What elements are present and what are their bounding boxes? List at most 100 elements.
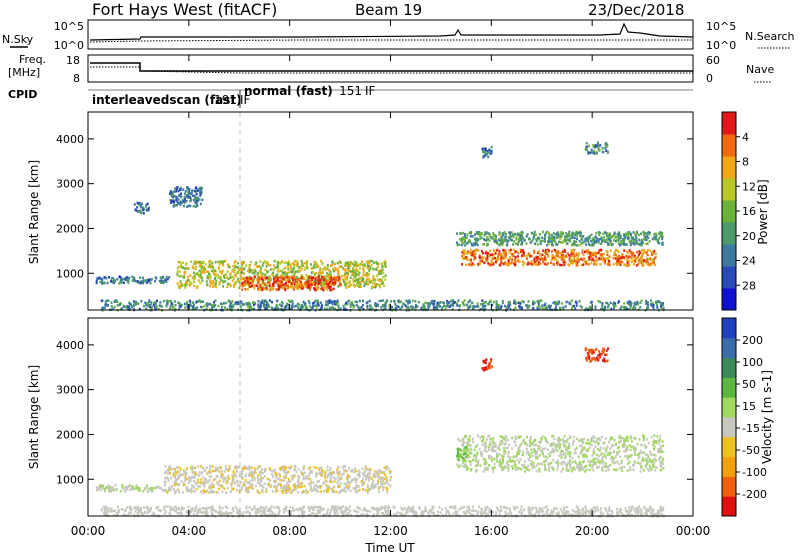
data-cell (576, 230, 579, 234)
data-cell (307, 283, 310, 287)
data-cell (229, 303, 232, 306)
data-cell (104, 300, 107, 303)
data-cell (283, 466, 286, 470)
data-cell (357, 284, 360, 287)
data-cell (258, 491, 261, 495)
data-cell (184, 284, 187, 287)
data-cell (173, 469, 176, 473)
data-cell (194, 466, 196, 470)
data-cell (651, 252, 654, 255)
data-cell (461, 301, 464, 304)
data-cell (381, 279, 383, 282)
data-cell (213, 277, 216, 280)
data-cell (186, 487, 189, 491)
data-cell (280, 301, 283, 304)
data-cell (290, 465, 293, 468)
data-cell (359, 277, 362, 280)
data-cell (518, 260, 521, 264)
data-cell (371, 483, 374, 486)
data-cell (460, 232, 463, 235)
data-cell (585, 243, 587, 246)
data-cell (348, 475, 351, 478)
data-cell (292, 281, 295, 284)
data-cell (198, 471, 201, 474)
data-cell (343, 486, 346, 490)
data-cell (660, 306, 663, 309)
data-cell (502, 255, 504, 258)
data-cell (505, 238, 508, 242)
data-cell (531, 506, 534, 510)
data-cell (606, 250, 609, 254)
data-cell (525, 257, 528, 260)
data-cell (241, 469, 244, 472)
data-cell (564, 305, 567, 308)
data-cell (198, 198, 201, 201)
data-cell (312, 265, 315, 269)
data-cell (563, 259, 566, 262)
data-cell (620, 305, 623, 308)
data-cell (484, 231, 487, 234)
data-cell (536, 307, 539, 310)
data-cell (592, 237, 595, 240)
data-cell (565, 232, 568, 235)
data-cell (119, 489, 122, 493)
data-cell (193, 260, 196, 263)
data-cell (241, 485, 244, 489)
data-cell (630, 304, 633, 307)
data-cell (471, 235, 474, 238)
data-cell (520, 243, 523, 246)
data-cell (422, 303, 425, 306)
data-cell (549, 308, 551, 311)
data-cell (580, 234, 583, 238)
data-cell (513, 262, 516, 265)
data-cell (564, 250, 567, 253)
data-cell (489, 299, 492, 303)
data-cell (380, 511, 383, 515)
data-cell (137, 505, 140, 509)
data-cell (593, 146, 596, 149)
data-cell (380, 471, 383, 474)
data-cell (344, 490, 347, 493)
data-cell (251, 284, 254, 288)
data-cell (328, 280, 331, 284)
data-cell (571, 261, 574, 265)
data-cell (377, 487, 380, 490)
data-cell (111, 276, 114, 280)
data-cell (179, 468, 182, 471)
data-cell (318, 271, 321, 274)
data-cell (331, 260, 334, 263)
data-cell (636, 300, 639, 304)
data-cell (267, 281, 269, 284)
data-cell (463, 249, 466, 252)
data-cell (273, 485, 276, 488)
data-cell (211, 485, 214, 488)
data-cell (507, 259, 510, 262)
data-cell (222, 280, 225, 283)
data-cell (156, 299, 158, 303)
data-cell (104, 487, 107, 491)
data-cell (500, 242, 503, 246)
data-cell (154, 300, 157, 304)
data-cell (279, 262, 282, 265)
data-cell (331, 277, 334, 280)
data-cell (525, 304, 528, 307)
data-cell (233, 473, 236, 477)
data-cell (637, 507, 640, 510)
data-cell (626, 261, 629, 265)
data-cell (128, 308, 131, 311)
data-cell (304, 265, 307, 269)
data-cell (189, 199, 192, 203)
data-cell (408, 308, 411, 311)
data-cell (300, 264, 303, 268)
data-cell (643, 248, 646, 252)
data-cell (256, 489, 259, 493)
data-cell (464, 234, 466, 238)
data-cell (492, 252, 495, 256)
data-cell (520, 250, 523, 254)
data-cell (174, 473, 177, 476)
data-cell (244, 479, 247, 482)
data-cell (561, 255, 564, 258)
data-cell (241, 303, 244, 307)
data-cell (498, 233, 500, 237)
y-tick-label: 4000 (56, 133, 84, 146)
